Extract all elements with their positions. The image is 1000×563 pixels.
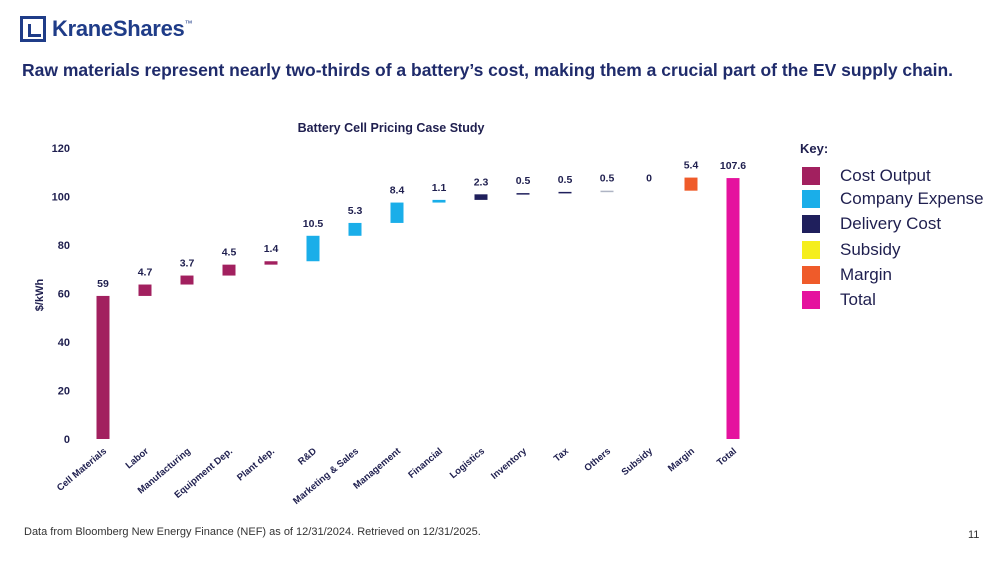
y-tick-label: 100 (52, 192, 70, 204)
page-headline: Raw materials represent nearly two-third… (22, 60, 954, 80)
bar-plant-dep- (264, 261, 278, 265)
legend-item: Total (802, 290, 876, 310)
bar-r-d (306, 235, 320, 262)
data-label: 4.7 (138, 267, 153, 279)
legend-item: Company Expense (802, 189, 984, 209)
x-tick-label: Others (582, 446, 613, 474)
x-tick-label: Inventory (489, 445, 529, 481)
x-tick-label: Logistics (448, 446, 487, 481)
legend-swatch (802, 291, 820, 309)
y-tick-label: 120 (52, 143, 70, 155)
data-label: 0.5 (558, 174, 573, 186)
x-tick-label: Financial (406, 446, 445, 481)
data-label: 5.4 (684, 160, 699, 172)
bar-equipment-dep- (222, 264, 236, 276)
bar-others (600, 190, 614, 193)
x-tick-label: Subsidy (620, 445, 656, 478)
bar-logistics (474, 194, 488, 200)
x-tick-label: Cell Materials (55, 446, 109, 494)
bar-total (726, 178, 740, 439)
legend-swatch (802, 241, 820, 259)
x-tick-label: Labor (124, 446, 152, 472)
brand-logo: KraneShares ™ (20, 16, 192, 42)
legend-label: Cost Output (840, 166, 931, 185)
x-tick-label: Total (715, 446, 739, 469)
data-label: 2.3 (474, 176, 489, 188)
legend-item: Delivery Cost (802, 214, 941, 234)
data-label: 4.5 (222, 247, 237, 259)
legend-item: Subsidy (802, 240, 900, 260)
bar-manufacturing (180, 275, 194, 285)
data-label: 0 (646, 173, 652, 185)
logo-mark-icon (20, 16, 46, 42)
legend-label: Delivery Cost (840, 214, 942, 233)
legend-item: Cost Output (802, 166, 931, 186)
source-footnote: Data from Bloomberg New Energy Finance (… (24, 526, 481, 538)
legend-label: Company Expense (840, 189, 984, 208)
y-axis-label: $/kWh (34, 279, 46, 312)
data-label: 8.4 (390, 185, 405, 197)
y-tick-label: 0 (64, 434, 70, 446)
x-tick-label: Margin (666, 446, 697, 475)
bar-financial (432, 199, 446, 203)
data-label: 59 (97, 278, 109, 290)
x-tick-label: R&D (296, 446, 319, 468)
bar-tax (558, 191, 572, 194)
x-tick-label: Tax (552, 445, 572, 464)
y-tick-label: 20 (58, 386, 70, 398)
y-tick-label: 60 (58, 289, 70, 301)
legend-swatch (802, 266, 820, 284)
data-label: 1.1 (432, 182, 447, 194)
logo-text: KraneShares (52, 16, 185, 41)
legend-swatch (802, 167, 820, 185)
bar-margin (684, 177, 698, 191)
y-tick-label: 80 (58, 240, 70, 252)
data-label: 3.7 (180, 258, 195, 270)
legend-label: Total (840, 290, 876, 309)
bar-cell-materials (96, 295, 110, 439)
logo-trademark: ™ (184, 18, 193, 28)
bar-marketing-sales (348, 222, 362, 236)
bar-management (390, 202, 404, 223)
legend-label: Subsidy (840, 240, 901, 259)
legend-label: Margin (840, 265, 892, 284)
data-label: 0.5 (600, 173, 615, 185)
page-number: 11 (968, 529, 980, 541)
chart-title: Battery Cell Pricing Case Study (298, 121, 485, 135)
data-label: 1.4 (264, 243, 279, 255)
bar-labor (138, 284, 152, 296)
x-tick-label: Plant dep. (235, 446, 277, 484)
y-tick-label: 40 (58, 337, 70, 349)
data-label: 0.5 (516, 175, 531, 187)
legend-swatch (802, 215, 820, 233)
data-label: 5.3 (348, 205, 363, 217)
legend-title: Key: (800, 141, 829, 156)
bar-inventory (516, 193, 530, 195)
data-label: 10.5 (303, 218, 324, 230)
legend-swatch (802, 190, 820, 208)
legend-item: Margin (802, 265, 892, 285)
data-label: 107.6 (720, 160, 746, 172)
